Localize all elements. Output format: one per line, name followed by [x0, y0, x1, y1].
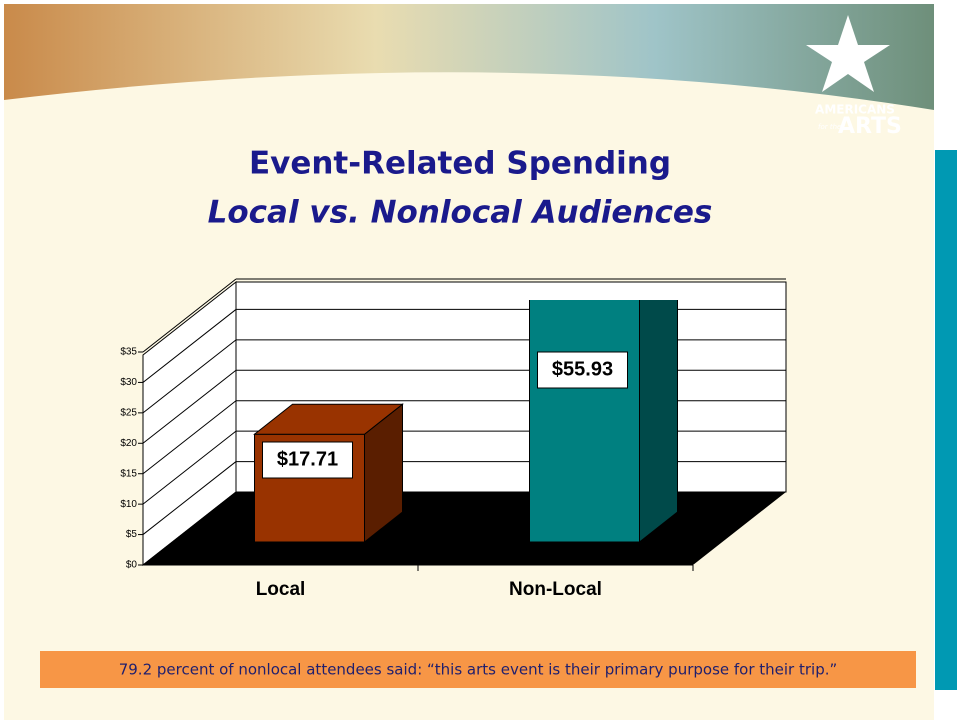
header-banner — [4, 4, 934, 110]
value-label-box — [262, 441, 353, 479]
note-box — [40, 651, 916, 688]
grid-line — [142, 309, 237, 383]
grid-line — [142, 461, 237, 535]
y-tick-label: $0 — [126, 560, 138, 571]
y-tick-label: $25 — [120, 407, 137, 418]
logo-text: for the — [818, 123, 841, 131]
logo: AMERICANS for the ARTS — [806, 15, 902, 139]
chart-subtitle: Local vs. Nonlocal Audiences — [208, 195, 713, 231]
y-tick-label: $15 — [120, 468, 137, 479]
y-tick-label: $5 — [126, 529, 138, 540]
note: 79.2 percent of nonlocal attendees said:… — [119, 661, 838, 679]
y-tick-label: $10 — [120, 499, 137, 510]
floor — [143, 492, 786, 565]
y-tick-label: $20 — [120, 438, 137, 449]
y-tick-label: $30 — [120, 377, 137, 388]
grid-line — [142, 278, 237, 353]
bar-side — [639, 300, 678, 544]
value-label-box — [537, 351, 628, 389]
bar-top — [253, 403, 404, 435]
grid-line — [142, 369, 237, 444]
grid-line — [142, 339, 237, 414]
logo-text: ARTS — [838, 114, 902, 139]
value-label: $17.71 — [277, 448, 338, 470]
bar-front — [529, 300, 640, 543]
side-bar — [935, 150, 957, 690]
logo-star — [806, 15, 890, 92]
chart-title: Event-Related Spending — [249, 146, 671, 182]
y-tick-label: $35 — [120, 347, 137, 358]
grid-line — [142, 430, 237, 505]
x-tick-label: Local — [256, 579, 306, 600]
logo-text: AMERICANS — [815, 103, 895, 117]
x-tick-label: Non-Local — [509, 579, 602, 600]
value-label: $55.93 — [552, 358, 613, 380]
grid-line — [142, 400, 237, 475]
